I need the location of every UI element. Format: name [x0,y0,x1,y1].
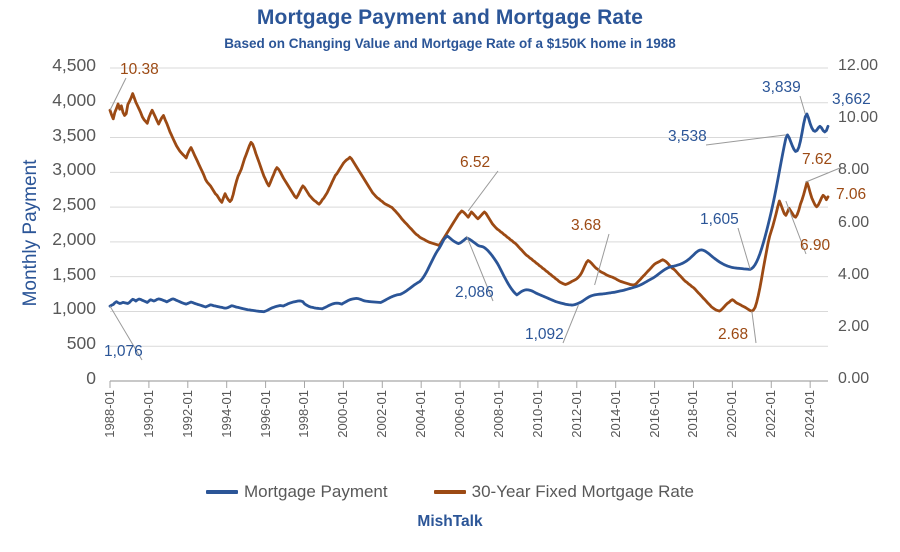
y-axis-right-tick-label: 12.00 [838,57,879,74]
legend-swatch-icon [205,490,238,494]
annotation-leader-line [705,134,786,146]
legend-swatch-icon [433,490,466,494]
data-label-7-06: 7.06 [836,186,867,203]
annotation-leader-line [799,95,806,115]
data-label-1-092: 1,092 [525,326,564,343]
annotation-leader-line [751,311,757,344]
legend-label: Mortgage Payment [243,482,388,501]
annotation-leader-line [737,227,751,270]
data-label-2-086: 2,086 [455,284,494,301]
y-axis-left-tick-label: 4,000 [52,89,96,110]
y-axis-left-tick-label: 0 [86,368,96,388]
chart-subtitle: Based on Changing Value and Mortgage Rat… [224,36,676,51]
annotation-leader-line [805,167,841,183]
data-label-3-839: 3,839 [762,79,801,96]
data-label-6-90: 6.90 [800,237,831,254]
data-label-1-076: 1,076 [104,343,143,360]
y-axis-left-tick-label: 4,500 [52,55,96,75]
y-axis-left-tick-label: 3,000 [52,159,96,180]
chart-source-footer: MishTalk [417,513,483,530]
data-label-6-52: 6.52 [460,154,491,171]
y-axis-left-tick-label: 1,500 [52,263,96,284]
data-label-3-68: 3.68 [571,217,602,234]
y-axis-right-tick-label: 0.00 [838,370,870,387]
y-axis-right-tick-label: 4.00 [838,265,870,283]
y-axis-left-tick-label: 500 [66,333,96,354]
y-axis-right-tick-label: 8.00 [838,161,870,179]
legend-item-mortgage-rate[interactable]: 30-Year Fixed Mortgage Rate [433,482,695,502]
y-axis-right-tick-label: 2.00 [838,317,870,335]
y-axis-left-tick-label: 1,000 [52,298,96,319]
data-label-3-538: 3,538 [668,128,707,145]
data-label-3-662: 3,662 [832,91,871,108]
y-axis-right-tick-label: 6.00 [838,213,870,231]
chart-title: Mortgage Payment and Mortgage Rate [256,6,644,29]
series-line-mortgage-rate [108,92,830,313]
annotation-leader-line [109,305,143,361]
series-line-mortgage-payment [108,112,830,314]
annotation-leader-line [785,200,807,255]
data-label-1-605: 1,605 [700,211,739,228]
annotation-leader-line [467,170,499,212]
legend-label: 30-Year Fixed Mortgage Rate [471,482,695,501]
data-label-2-68: 2.68 [718,326,749,343]
data-label-7-62: 7.62 [802,151,833,168]
data-label-10-38: 10.38 [120,61,159,78]
chart-legend: Mortgage Payment 30-Year Fixed Mortgage R… [0,482,900,502]
y-axis-left-tick-label: 3,500 [52,124,96,145]
annotation-leader-line [594,233,610,286]
y-axis-left-tick-label: 2,000 [52,228,96,249]
annotation-leader-line [466,235,494,302]
y-axis-left-tick-label: 2,500 [52,194,96,215]
y-axis-right-tick-label: 10.00 [838,109,879,127]
legend-item-mortgage-payment[interactable]: Mortgage Payment [205,482,388,502]
annotation-leader-line [562,304,579,344]
annotation-leader-line [109,77,127,111]
